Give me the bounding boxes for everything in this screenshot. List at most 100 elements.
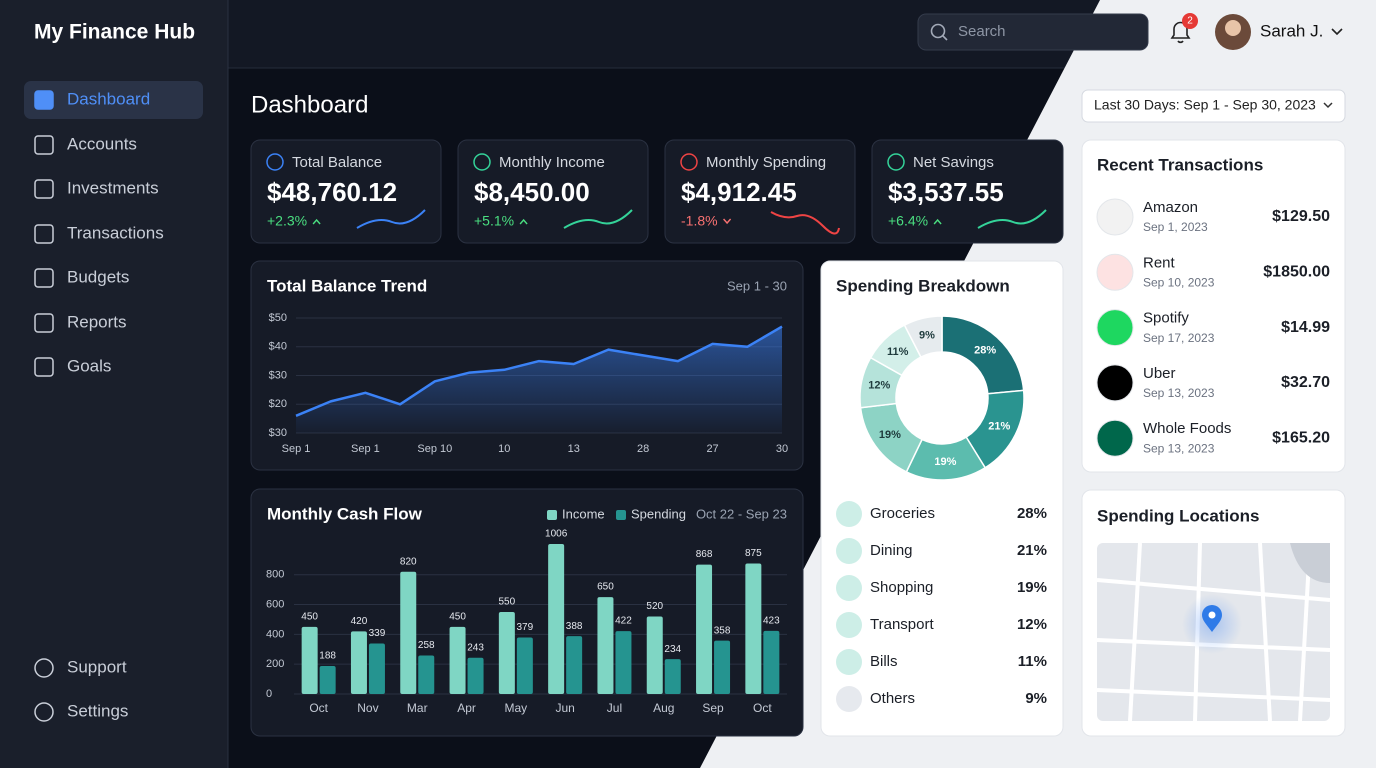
bell-icon[interactable]	[1170, 21, 1191, 44]
bar-value-label: 450	[301, 612, 318, 623]
sparkline	[563, 209, 633, 229]
x-tick-label: 30	[776, 443, 788, 455]
nav-item[interactable]: Transactions	[67, 223, 164, 242]
date-range-picker[interactable]	[1081, 89, 1346, 123]
transaction-amount: $32.70	[1281, 374, 1330, 391]
kpi-value: $8,450.00	[474, 177, 590, 207]
x-tick-label: Sep 1	[282, 443, 311, 455]
y-tick-label: $40	[269, 341, 287, 353]
merchant-name[interactable]: Whole Foods	[1143, 420, 1231, 437]
transaction-date: Sep 13, 2023	[1143, 441, 1215, 455]
bar	[467, 657, 484, 694]
legend-swatch	[616, 510, 626, 520]
sidebar	[0, 0, 228, 768]
y-tick-label: $50	[269, 312, 287, 324]
bar-value-label: 420	[351, 616, 368, 627]
x-tick-label: Jun	[555, 701, 574, 715]
nav-item[interactable]: Settings	[67, 701, 128, 720]
sparkline	[977, 209, 1047, 229]
map-roads	[1096, 542, 1331, 722]
nav-icon	[34, 702, 54, 722]
search-placeholder[interactable]: Search	[958, 23, 1006, 40]
kpi-label: Monthly Spending	[706, 154, 826, 171]
bar-value-label: 234	[664, 644, 681, 655]
category-name: Dining	[870, 542, 913, 559]
transaction-date: Sep 13, 2023	[1143, 386, 1215, 400]
date-range-label[interactable]: Last 30 Days: Sep 1 - Sep 30, 2023	[1094, 97, 1316, 113]
transaction-amount: $129.50	[1272, 208, 1330, 225]
kpi-change: +6.4%	[888, 213, 928, 229]
search-icon	[942, 35, 948, 41]
map-water	[1290, 543, 1330, 583]
category-icon	[836, 686, 862, 712]
nav-item[interactable]: Goals	[67, 356, 111, 375]
bar-value-label: 550	[499, 597, 516, 608]
kpi-trend-arrow	[312, 218, 321, 225]
donut-label: 21%	[988, 420, 1010, 432]
map-pin-dot	[1208, 611, 1216, 619]
line-series	[295, 325, 783, 417]
category-value: 11%	[1018, 653, 1047, 670]
category-value: 9%	[1025, 690, 1047, 707]
category-name: Groceries	[870, 505, 935, 522]
x-tick-label: 27	[706, 443, 718, 455]
y-tick-label: $30	[269, 427, 287, 439]
donut-label: 19%	[879, 429, 901, 441]
merchant-logo	[1096, 419, 1134, 457]
kpi-trend-arrow	[933, 218, 942, 225]
chart-title: Total Balance Trend	[267, 276, 427, 295]
transactions-card	[1081, 139, 1346, 473]
bar-value-label: 450	[449, 612, 466, 623]
y-tick-label: $20	[269, 398, 287, 410]
bar	[646, 616, 663, 694]
nav-item[interactable]: Investments	[67, 178, 159, 197]
nav-item[interactable]: Support	[67, 657, 127, 676]
nav-item[interactable]: Reports	[67, 312, 127, 331]
page-title: Dashboard	[251, 91, 368, 118]
bar	[350, 631, 367, 694]
nav-icon	[34, 90, 54, 110]
user-name[interactable]: Sarah J.	[1260, 21, 1323, 40]
bar	[301, 626, 318, 694]
nav-item[interactable]: Budgets	[67, 267, 129, 286]
merchant-name[interactable]: Uber	[1143, 365, 1176, 382]
donut-label: 9%	[919, 330, 935, 342]
bar	[498, 612, 515, 694]
y-tick-label: 800	[266, 569, 284, 581]
y-tick-label: $30	[269, 369, 287, 381]
x-tick-label: Oct	[309, 701, 328, 715]
transaction-amount: $14.99	[1281, 319, 1330, 336]
merchant-name[interactable]: Spotify	[1143, 310, 1189, 327]
transaction-date: Sep 10, 2023	[1143, 275, 1215, 289]
kpi-icon	[680, 153, 698, 171]
bar	[615, 631, 632, 694]
kpi-card	[664, 139, 856, 244]
legend-label: Spending	[631, 506, 686, 521]
category-icon	[836, 612, 862, 638]
kpi-change: +5.1%	[474, 213, 514, 229]
user-menu-chevron[interactable]	[1331, 28, 1343, 36]
search-box[interactable]	[917, 13, 1149, 51]
card-title: Recent Transactions	[1097, 155, 1263, 174]
kpi-change: +2.3%	[267, 213, 307, 229]
kpi-label: Total Balance	[292, 154, 382, 171]
nav-icon	[34, 313, 54, 333]
nav-item[interactable]: Accounts	[67, 134, 137, 153]
bar-chart-card	[250, 488, 804, 737]
x-tick-label: Sep	[702, 701, 724, 715]
category-icon	[836, 501, 862, 527]
merchant-name[interactable]: Rent	[1143, 254, 1176, 271]
avatar-face	[1225, 20, 1241, 36]
y-tick-label: 400	[266, 628, 284, 640]
category-icon	[836, 538, 862, 564]
x-tick-label: Nov	[357, 701, 378, 715]
bar	[400, 571, 417, 694]
bar	[714, 640, 731, 694]
nav-item[interactable]: Dashboard	[67, 89, 150, 108]
merchant-name[interactable]: Amazon	[1143, 199, 1198, 216]
bar-value-label: 422	[615, 616, 632, 627]
bar	[597, 597, 614, 694]
donut-label: 11%	[887, 346, 909, 358]
brand: My Finance Hub	[34, 21, 195, 44]
